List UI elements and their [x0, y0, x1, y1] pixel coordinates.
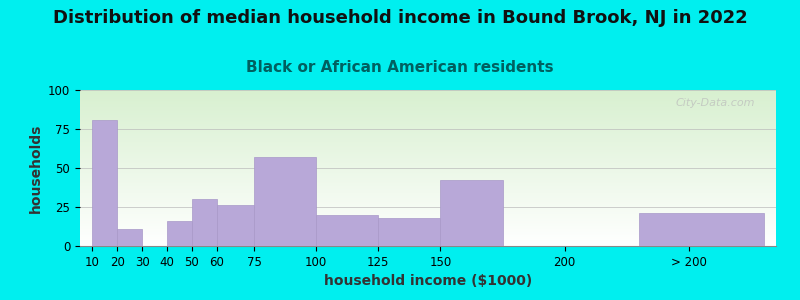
Bar [217, 206, 254, 246]
Bar [192, 199, 217, 246]
Text: Black or African American residents: Black or African American residents [246, 60, 554, 75]
Bar [316, 215, 378, 246]
Text: City-Data.com: City-Data.com [676, 98, 755, 108]
Bar [254, 157, 316, 246]
Bar [118, 229, 142, 246]
Text: Distribution of median household income in Bound Brook, NJ in 2022: Distribution of median household income … [53, 9, 747, 27]
Bar [639, 213, 763, 246]
Bar [441, 181, 502, 246]
Bar [167, 221, 192, 246]
Bar [93, 120, 118, 246]
Bar [378, 218, 441, 246]
X-axis label: household income ($1000): household income ($1000) [324, 274, 532, 288]
Y-axis label: households: households [29, 123, 42, 213]
